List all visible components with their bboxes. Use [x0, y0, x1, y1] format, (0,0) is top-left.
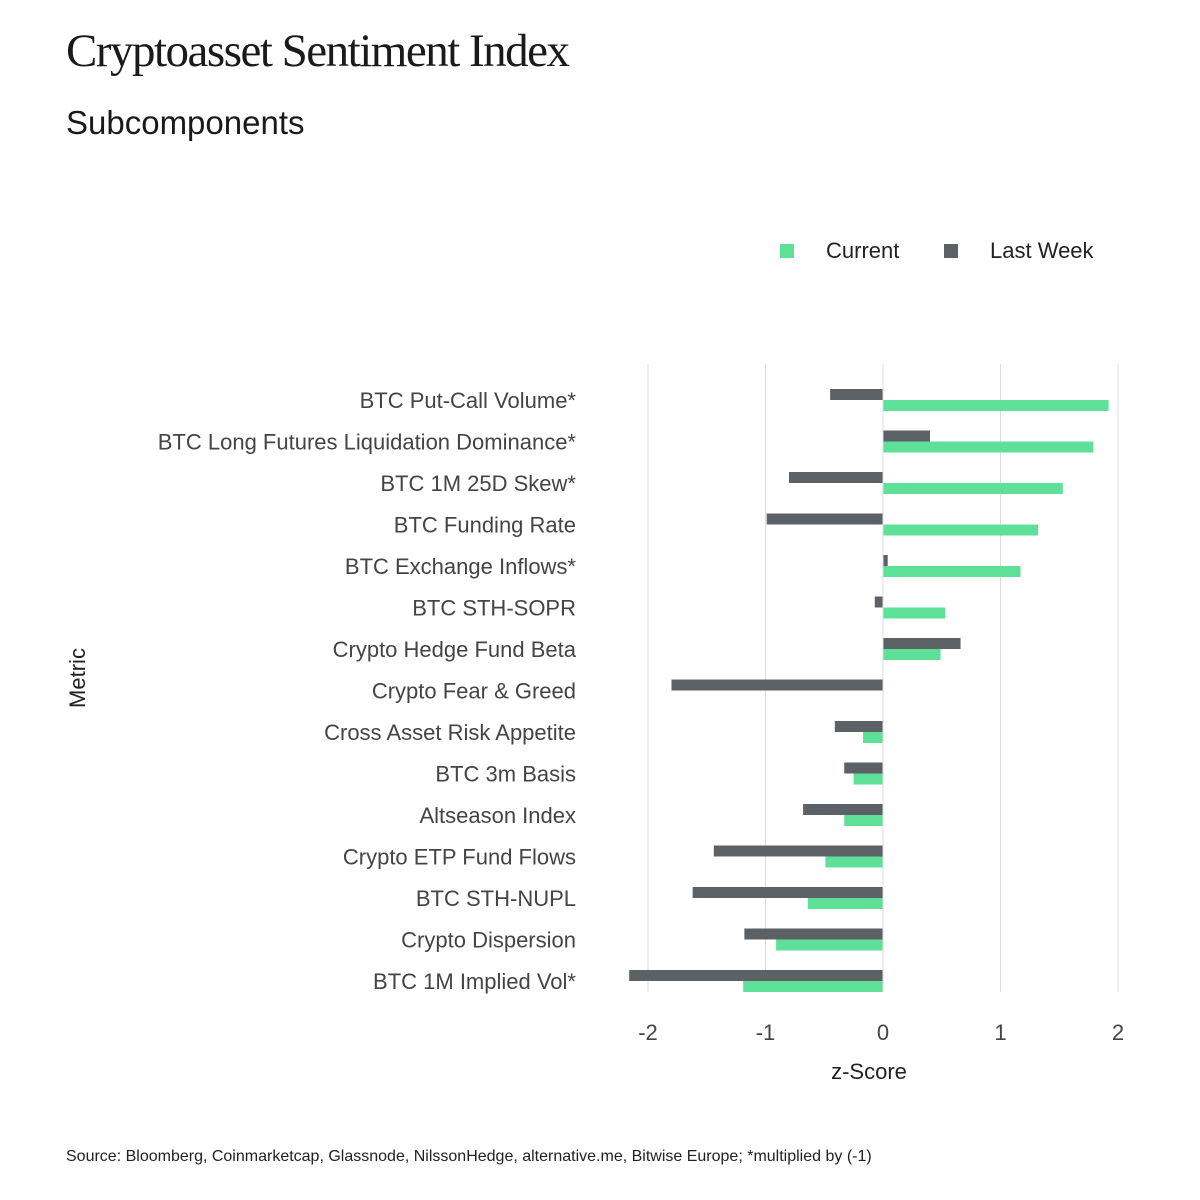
bar-last-week [629, 970, 883, 981]
bar-last-week [789, 472, 883, 483]
category-label: Altseason Index [419, 803, 576, 828]
bar-last-week [874, 596, 883, 608]
bar-current [883, 649, 941, 660]
bar-last-week [692, 887, 883, 898]
category-label: Cross Asset Risk Appetite [324, 720, 576, 745]
category-label: Crypto Dispersion [401, 928, 576, 953]
bar-current [844, 815, 883, 826]
category-label: BTC 3m Basis [435, 762, 576, 787]
x-tick-label: -1 [756, 1020, 776, 1045]
legend-item-current: Current [780, 238, 899, 264]
gridlines [647, 364, 1119, 992]
bar-current [825, 856, 883, 868]
bar-current [883, 524, 1039, 536]
category-label: Crypto Hedge Fund Beta [333, 637, 577, 662]
legend-label-current: Current [826, 238, 900, 263]
bar-last-week [803, 804, 883, 815]
bar-last-week [766, 513, 883, 525]
x-axis-title: z-Score [831, 1059, 907, 1084]
category-label: BTC Long Futures Liquidation Dominance* [158, 430, 577, 455]
bar-current [853, 773, 883, 785]
category-labels: BTC Put-Call Volume* BTC Long Futures Liq… [158, 388, 577, 994]
source-note: Source: Bloomberg, Coinmarketcap, Glassn… [66, 1148, 872, 1165]
x-tick-label: 1 [994, 1020, 1006, 1045]
bar-last-week [834, 721, 883, 732]
x-tick-label: 0 [877, 1020, 889, 1045]
bar-current [883, 566, 1021, 577]
category-label: BTC STH-SOPR [412, 596, 576, 621]
legend-item-last-week: Last Week [944, 238, 1094, 264]
category-label: Crypto ETP Fund Flows [343, 845, 576, 870]
legend-swatch-last-week [944, 244, 958, 258]
bar-last-week [830, 389, 883, 400]
bar-current [883, 441, 1094, 453]
bar-last-week [844, 762, 883, 774]
bar-last-week [671, 679, 883, 691]
category-label: BTC 1M Implied Vol* [373, 969, 576, 994]
chart-subtitle: Subcomponents [66, 104, 305, 141]
legend-swatch-current [780, 244, 794, 258]
category-label: Crypto Fear & Greed [372, 679, 576, 704]
category-label: BTC Put-Call Volume* [360, 388, 577, 413]
x-tick-label: 2 [1112, 1020, 1124, 1045]
bar-current [883, 483, 1063, 494]
chart-title: Cryptoasset Sentiment Index [66, 25, 570, 77]
bar-last-week [883, 638, 961, 649]
bar-last-week [744, 928, 883, 940]
category-label: BTC Funding Rate [394, 513, 576, 538]
category-label: BTC STH-NUPL [416, 886, 576, 911]
bar-current [883, 400, 1109, 411]
bar-last-week [883, 430, 930, 442]
bar-current [863, 732, 883, 743]
bar-last-week [713, 845, 883, 857]
bar-last-week [883, 555, 888, 566]
bar-current [807, 898, 883, 909]
bar-current [883, 607, 946, 619]
legend-label-last-week: Last Week [990, 238, 1094, 263]
x-tick-labels: -2 -1 0 1 2 [638, 1020, 1124, 1045]
category-label: BTC 1M 25D Skew* [380, 471, 576, 496]
bar-current [776, 939, 883, 951]
x-tick-label: -2 [638, 1020, 658, 1045]
category-label: BTC Exchange Inflows* [345, 554, 577, 579]
bars [629, 364, 1109, 992]
bar-current [743, 981, 883, 992]
